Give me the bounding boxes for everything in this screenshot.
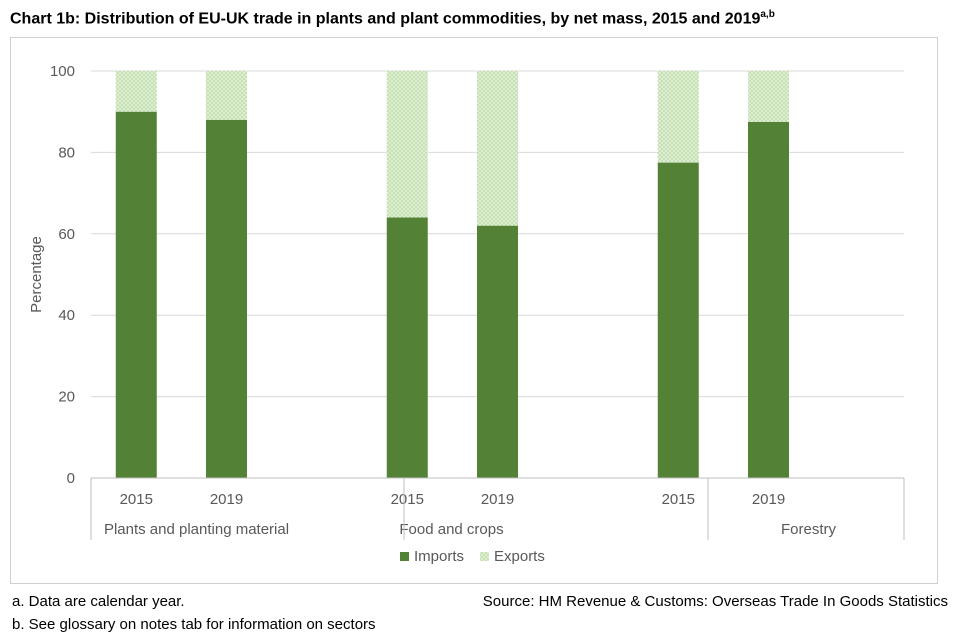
bar-imports-0-2019 — [206, 119, 247, 478]
bar-exports-2-2015 — [657, 71, 699, 163]
bar-exports-2-2019 — [748, 71, 789, 122]
legend-label-imports: Imports — [414, 548, 464, 565]
bar-imports-2-2015 — [657, 162, 699, 478]
legend-swatch-exports — [480, 552, 489, 561]
bar-imports-0-2015 — [115, 111, 157, 478]
bar-exports-0-2019 — [206, 71, 247, 120]
x-tick-label: 2019 — [210, 491, 243, 508]
footnote-b: b. See glossary on notes tab for informa… — [12, 616, 376, 633]
chart-svg: 0 20 40 60 80 100 Percentage 2015 2019 Plants and… — [28, 63, 905, 565]
source-note: Source: HM Revenue & Customs: Overseas T… — [482, 593, 948, 610]
x-tick-label: 2019 — [481, 491, 514, 508]
bar-imports-1-2015 — [386, 217, 428, 478]
y-axis-title: Percentage — [28, 236, 45, 313]
x-group-label: Plants and planting material — [104, 521, 289, 538]
y-tick-label: 20 — [58, 389, 75, 406]
footnote-a: a. Data are calendar year. — [12, 593, 185, 610]
chart-title: Chart 1b: Distribution of EU-UK trade in… — [10, 9, 775, 28]
legend-label-exports: Exports — [494, 548, 545, 565]
y-tick-label: 60 — [58, 226, 75, 243]
legend-swatch-imports — [400, 552, 409, 561]
y-tick-label: 0 — [67, 470, 75, 487]
bar-exports-1-2015 — [386, 71, 428, 218]
bar-exports-0-2015 — [115, 71, 157, 112]
x-tick-label: 2019 — [752, 491, 785, 508]
x-tick-label: 2015 — [662, 491, 695, 508]
bar-imports-1-2019 — [477, 225, 518, 478]
x-group-label: Food and crops — [399, 521, 503, 538]
chart-area: 0 20 40 60 80 100 Percentage 2015 2019 Plants and… — [10, 37, 938, 584]
bar-exports-1-2019 — [477, 71, 518, 226]
y-tick-label: 40 — [58, 307, 75, 324]
y-tick-label: 100 — [50, 63, 75, 80]
x-tick-label: 2015 — [391, 491, 424, 508]
y-tick-label: 80 — [58, 144, 75, 161]
bar-imports-2-2019 — [748, 121, 789, 478]
x-tick-label: 2015 — [120, 491, 153, 508]
x-group-label: Forestry — [781, 521, 837, 538]
